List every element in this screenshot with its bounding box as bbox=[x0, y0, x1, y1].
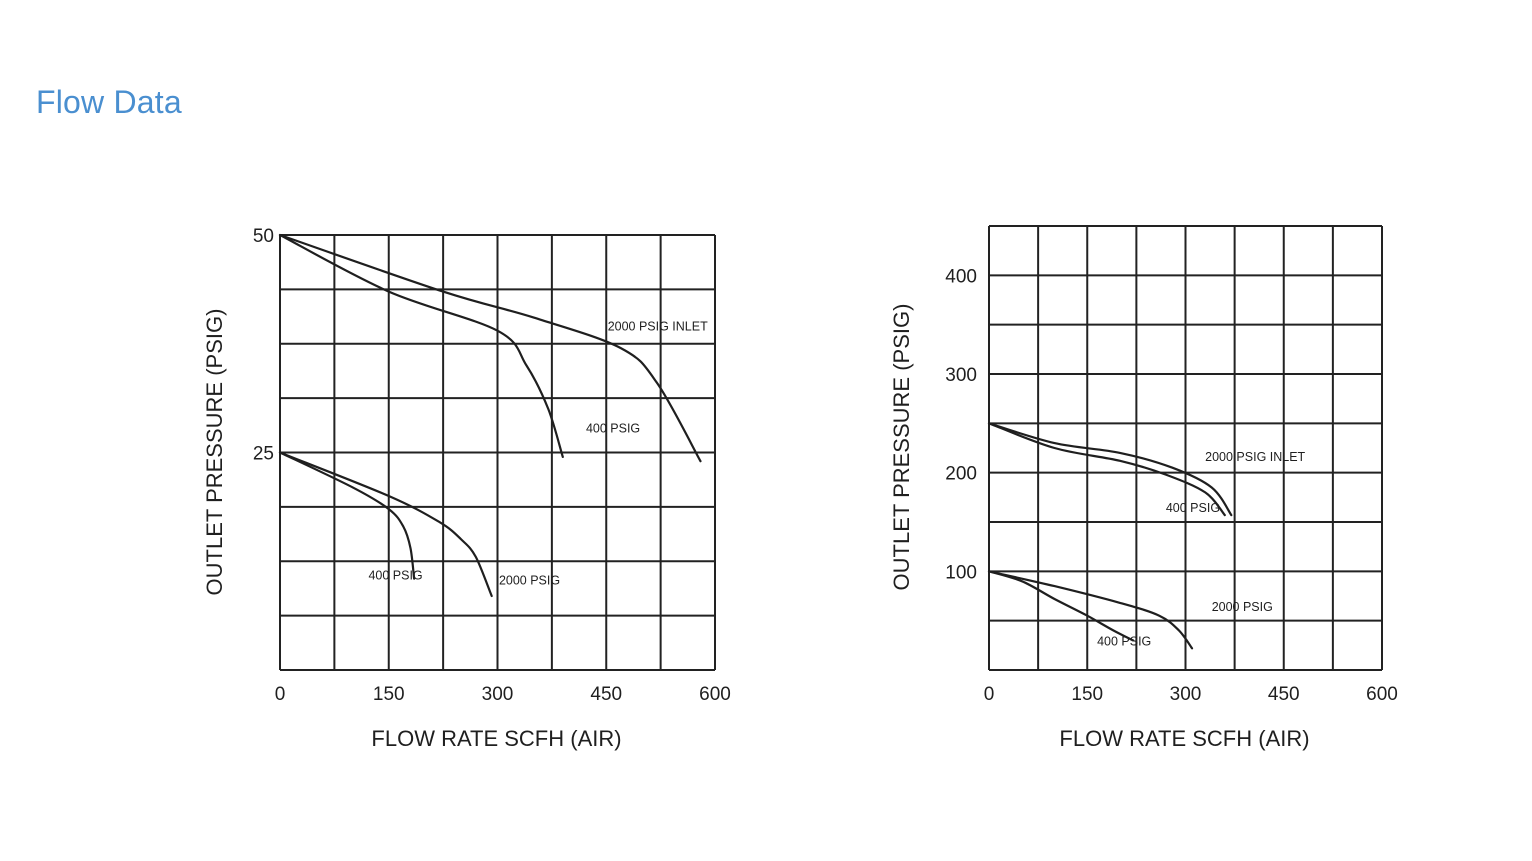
series-annotation: 400 PSIG bbox=[368, 569, 422, 583]
series-line-2 bbox=[987, 422, 1226, 517]
series-line-3 bbox=[987, 570, 1194, 650]
series-annotation: 2000 PSIG INLET bbox=[1205, 450, 1305, 464]
series-line-1 bbox=[987, 422, 1233, 517]
series-line-3 bbox=[278, 451, 493, 598]
series-annotation: 400 PSIG bbox=[586, 421, 640, 435]
series-annotation: 2000 PSIG bbox=[1212, 600, 1273, 614]
x-tick-label: 0 bbox=[275, 684, 286, 705]
page-title: Flow Data bbox=[36, 84, 182, 120]
series-line-4 bbox=[987, 570, 1135, 642]
x-tick-label: 450 bbox=[590, 684, 622, 705]
flow-chart-low-pressure: 0 150 300 450 600 25 50 FLOW RATE SCFH (AIR) OUT… bbox=[0, 0, 760, 861]
series-line-1 bbox=[278, 233, 702, 463]
x-tick-label: 150 bbox=[373, 684, 405, 705]
y-tick-label: 400 bbox=[945, 266, 977, 287]
x-tick-label: 150 bbox=[1071, 684, 1103, 705]
x-tick-label: 300 bbox=[482, 684, 514, 705]
y-axis-label: OUTLET PRESSURE (PSIG) bbox=[202, 309, 227, 596]
x-axis-label: FLOW RATE SCFH (AIR) bbox=[371, 726, 621, 751]
series-line-4 bbox=[278, 451, 416, 580]
series-annotation: 2000 PSIG bbox=[499, 574, 560, 588]
series-line-2 bbox=[278, 233, 564, 458]
y-tick-label: 100 bbox=[945, 562, 977, 583]
x-tick-label: 600 bbox=[699, 684, 731, 705]
y-tick-label: 50 bbox=[253, 226, 274, 247]
series-annotation: 2000 PSIG INLET bbox=[608, 320, 708, 334]
chart-grid bbox=[988, 225, 1383, 671]
y-axis-label: OUTLET PRESSURE (PSIG) bbox=[889, 304, 914, 591]
series-annotation: 400 PSIG bbox=[1097, 634, 1151, 648]
chart-grid bbox=[279, 234, 716, 671]
x-tick-label: 0 bbox=[984, 684, 995, 705]
y-tick-label: 300 bbox=[945, 365, 977, 386]
y-tick-label: 200 bbox=[945, 464, 977, 485]
x-tick-label: 450 bbox=[1268, 684, 1300, 705]
y-tick-label: 25 bbox=[253, 444, 274, 465]
series-annotation: 400 PSIG bbox=[1166, 501, 1220, 515]
x-tick-label: 600 bbox=[1366, 684, 1398, 705]
x-tick-label: 300 bbox=[1170, 684, 1202, 705]
x-axis-label: FLOW RATE SCFH (AIR) bbox=[1059, 726, 1309, 751]
chart-left-svg: 0 150 300 450 600 25 50 FLOW RATE SCFH (AIR) OUT… bbox=[202, 226, 731, 751]
